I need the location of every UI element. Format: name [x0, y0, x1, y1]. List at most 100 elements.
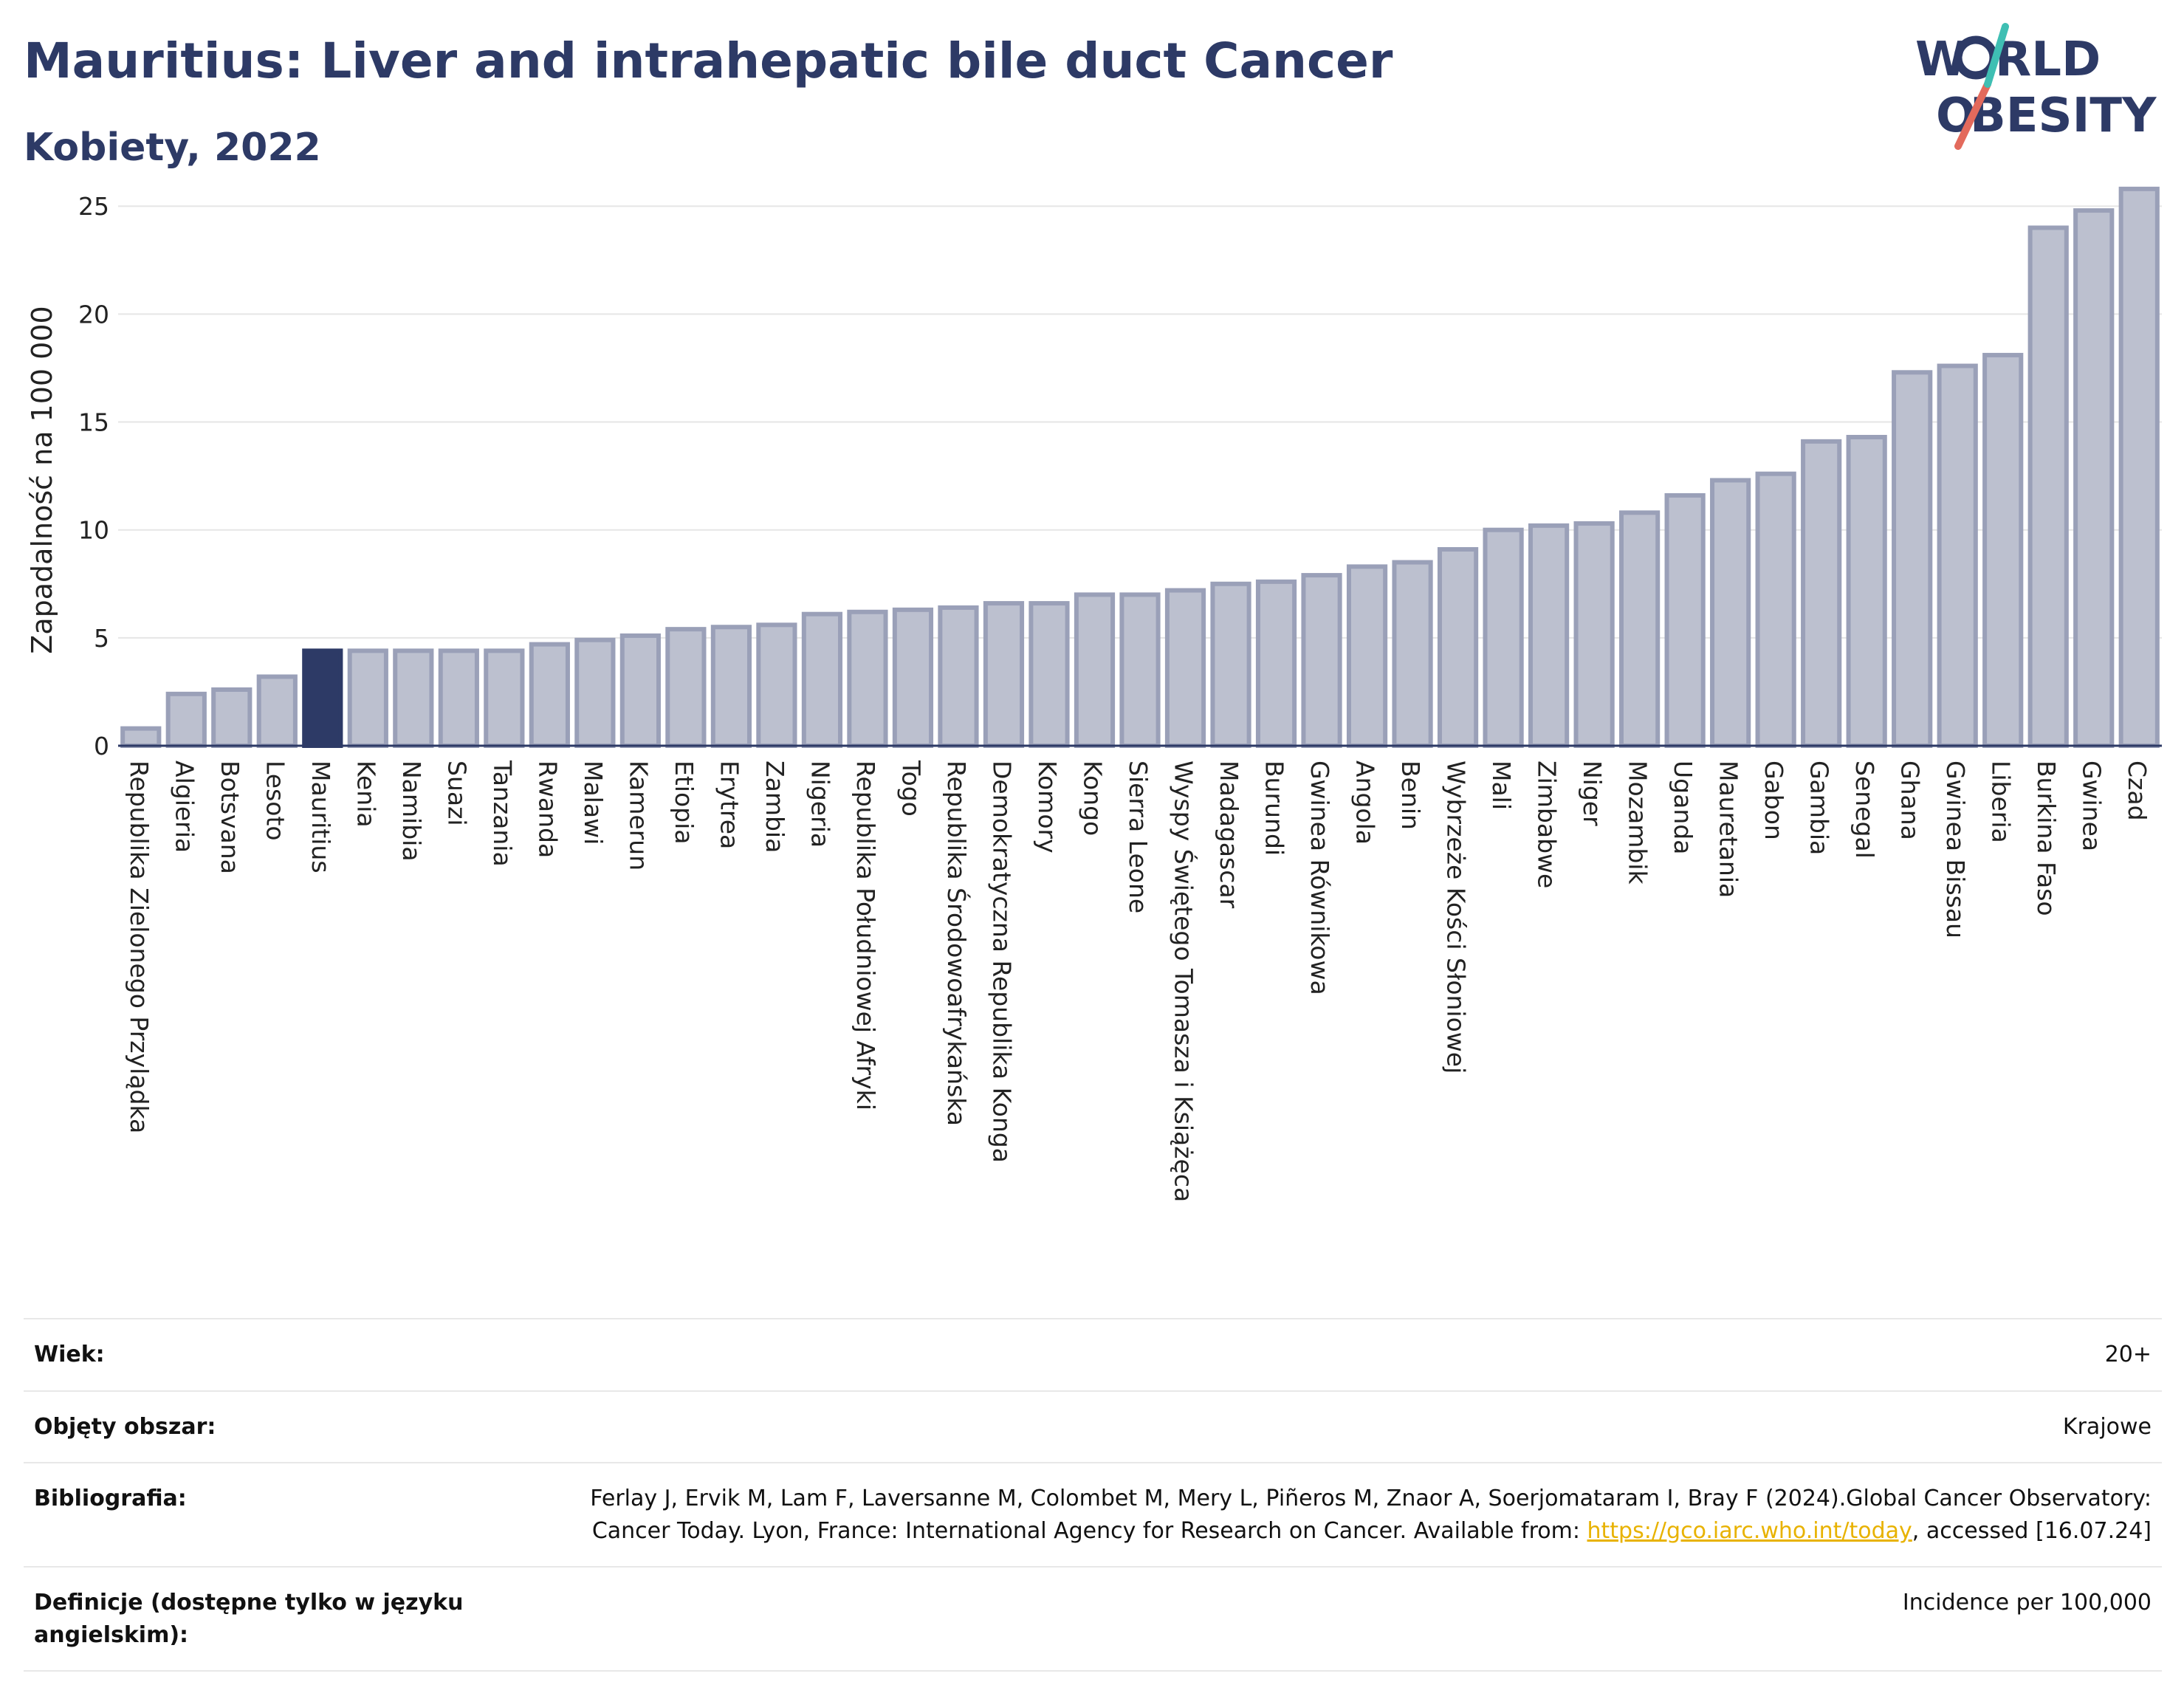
bar — [710, 625, 752, 748]
bar — [574, 637, 616, 748]
world-obesity-logo: W RLD O BESITY — [1915, 23, 2157, 150]
x-tick-label: Mali — [1487, 761, 1516, 810]
bar — [1392, 560, 1433, 748]
x-tick-label: Etiopia — [670, 761, 698, 845]
bar — [1573, 521, 1615, 749]
x-tick-labels: Republika Zielonego Przylądka Algieria Bot… — [125, 760, 2152, 1202]
bar — [938, 605, 979, 749]
x-tick-label: Kongo — [1078, 761, 1107, 836]
bars — [120, 186, 2160, 749]
info-key: Bibliografia: — [34, 1486, 187, 1511]
y-tick-label: 5 — [94, 624, 109, 653]
bar — [1801, 439, 1842, 748]
info-table: Wiek: 20+ Objęty obszar: Krajowe Bibliog… — [24, 1318, 2162, 1672]
x-tick-label: Mauritius — [306, 761, 335, 873]
info-key: Definicje (dostępne tylko w języku angie… — [34, 1590, 464, 1648]
x-tick-label: Burundi — [1260, 761, 1289, 856]
info-value: Incidence per 100,000 — [1902, 1590, 2152, 1616]
x-tick-label: Czad — [2123, 761, 2152, 821]
logo-slash-teal — [1984, 23, 2009, 88]
bar — [756, 622, 797, 748]
bar — [1029, 601, 1070, 748]
bar — [1255, 579, 1297, 748]
x-tick-label: Erytrea — [715, 761, 744, 849]
info-row-area: Objęty obszar: Krajowe — [24, 1390, 2162, 1463]
x-tick-label: Gabon — [1759, 761, 1788, 840]
x-tick-label: Algieria — [170, 761, 199, 853]
x-tick-label: Republika Zielonego Przylądka — [125, 761, 154, 1133]
x-tick-label: Rwanda — [533, 761, 562, 858]
bar — [347, 648, 388, 749]
info-row-definitions: Definicje (dostępne tylko w języku angie… — [24, 1566, 2162, 1672]
x-tick-label: Namibia — [397, 761, 426, 862]
y-axis-label: Zapadalność na 100 000 — [26, 306, 58, 653]
x-tick-label: Senegal — [1850, 761, 1879, 859]
bar-chart: 0 5 10 15 20 25 Republika Zielonego Przylądka… — [26, 186, 2162, 1202]
bar — [120, 726, 162, 748]
x-tick-label: Kenia — [351, 761, 380, 828]
y-tick-label: 25 — [78, 192, 109, 221]
x-tick-label: Gwinea — [2078, 761, 2106, 851]
info-value: 20+ — [2104, 1342, 2152, 1367]
logo-besity: BESITY — [1970, 89, 2157, 143]
x-tick-label: Wyspy Świętego Tomasza i Książęca — [1170, 761, 1199, 1202]
bar — [484, 648, 525, 749]
bar — [1346, 564, 1388, 749]
bar — [1619, 510, 1661, 748]
x-tick-label: Sierra Leone — [1124, 761, 1153, 913]
x-tick-label: Kamerun — [624, 761, 653, 871]
bar — [1437, 547, 1479, 748]
y-tick-label: 10 — [78, 516, 109, 545]
x-tick-label: Benin — [1396, 761, 1425, 830]
bibliography-text: Ferlay J, Ervik M, Lam F, Laversanne M, … — [590, 1486, 2152, 1544]
x-tick-label: Botsvana — [216, 761, 244, 874]
logo-rld: RLD — [1995, 32, 2101, 87]
x-tick-label: Mauretania — [1714, 761, 1743, 898]
info-key: Objęty obszar: — [34, 1413, 216, 1440]
x-tick-label: Demokratyczna Republika Konga — [987, 761, 1016, 1163]
source-link[interactable]: https://gco.iarc.who.int/today — [1587, 1517, 1912, 1544]
x-tick-label: Niger — [1578, 761, 1607, 826]
info-value: Krajowe — [2062, 1413, 2152, 1440]
x-tick-label: Gwinea Równikowa — [1305, 761, 1334, 995]
bar — [165, 691, 207, 748]
x-tick-label: Suazi — [442, 761, 471, 826]
y-tick-labels: 0 5 10 15 20 25 — [78, 192, 109, 761]
bar — [1119, 592, 1161, 749]
bar-highlighted — [302, 648, 343, 749]
x-tick-label: Uganda — [1669, 761, 1697, 854]
bar — [1074, 592, 1116, 749]
x-tick-label: Nigeria — [806, 761, 834, 848]
bar — [1528, 523, 1570, 748]
bar — [529, 642, 570, 748]
x-tick-label: Burkina Faso — [2032, 761, 2061, 916]
bar — [393, 648, 434, 749]
page-title: Mauritius: Liver and intrahepatic bile d… — [24, 32, 1393, 89]
x-tick-label: Tanzania — [488, 760, 517, 867]
bar — [438, 648, 479, 749]
x-tick-label: Gambia — [1805, 761, 1834, 855]
bar — [847, 609, 888, 748]
x-tick-label: Wybrzeże Kości Słoniowej — [1442, 761, 1471, 1074]
bar — [256, 674, 298, 749]
info-row-bibliography: Bibliografia: Ferlay J, Ervik M, Lam F, … — [24, 1462, 2162, 1566]
bar — [1937, 363, 1978, 748]
page-subtitle: Kobiety, 2022 — [24, 126, 321, 170]
bar — [1755, 471, 1796, 748]
x-tick-label: Liberia — [1987, 761, 2016, 843]
x-tick-label: Lesoto — [261, 761, 289, 841]
x-tick-label: Malawi — [579, 761, 608, 845]
bar — [665, 627, 707, 749]
bibliography-accessed: , accessed [16.07.24] — [1912, 1517, 2152, 1544]
x-tick-label: Madagascar — [1215, 761, 1243, 909]
bar — [1483, 527, 1524, 748]
x-tick-label: Zambia — [760, 761, 789, 853]
info-key: Wiek: — [34, 1342, 105, 1367]
x-tick-label: Komory — [1033, 761, 1062, 854]
bar — [1301, 573, 1342, 748]
bar — [892, 607, 934, 748]
bar — [2027, 225, 2069, 748]
x-tick-label: Ghana — [1896, 761, 1925, 840]
x-tick-label: Republika Środowoafrykańska — [942, 761, 972, 1126]
x-tick-label: Gwinea Bissau — [1941, 761, 1970, 938]
